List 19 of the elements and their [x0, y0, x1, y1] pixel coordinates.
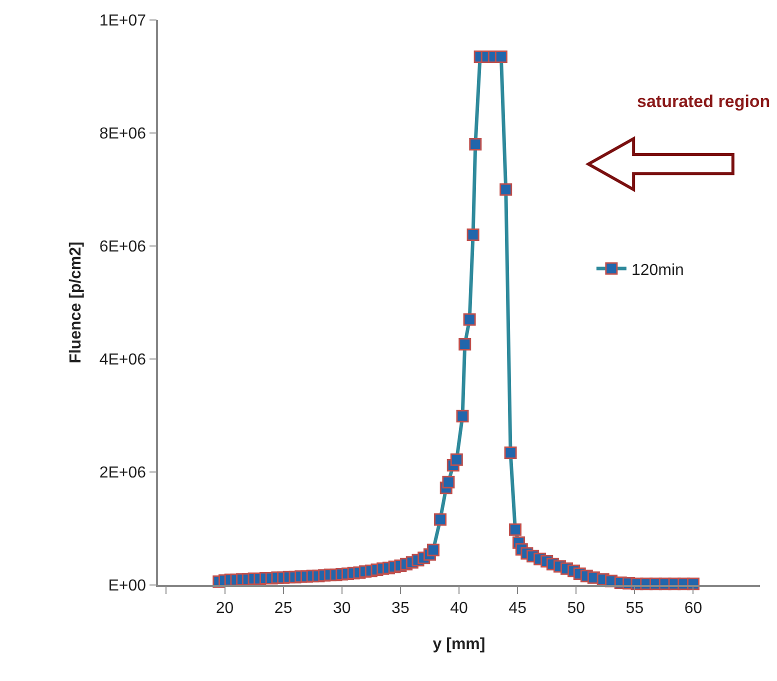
- x-axis-title: y [mm]: [432, 636, 486, 654]
- y-axis-title: Fluence [p/cm2]: [68, 242, 85, 364]
- x-tick-label: 45: [508, 600, 527, 617]
- y-tick-label: 1E+07: [99, 12, 146, 30]
- x-tick-label: 25: [274, 600, 292, 617]
- y-tick-label: 6E+06: [99, 238, 146, 256]
- x-tick-label: 20: [216, 600, 234, 617]
- x-tick-label: 50: [567, 600, 586, 617]
- x-tick-label: 55: [626, 600, 644, 617]
- y-tick-label: E+00: [108, 578, 146, 595]
- annotation: saturated region: [637, 92, 770, 111]
- y-tick-label: 2E+06: [99, 464, 146, 482]
- x-tick-label: 60: [684, 600, 702, 617]
- x-tick-label: 40: [450, 600, 468, 617]
- x-tick-label: 35: [392, 600, 410, 617]
- x-tick-label: 30: [332, 600, 351, 617]
- legend-label: 120min: [631, 262, 684, 279]
- y-tick-label: 4E+06: [99, 352, 146, 369]
- y-tick-label: 8E+06: [99, 126, 146, 143]
